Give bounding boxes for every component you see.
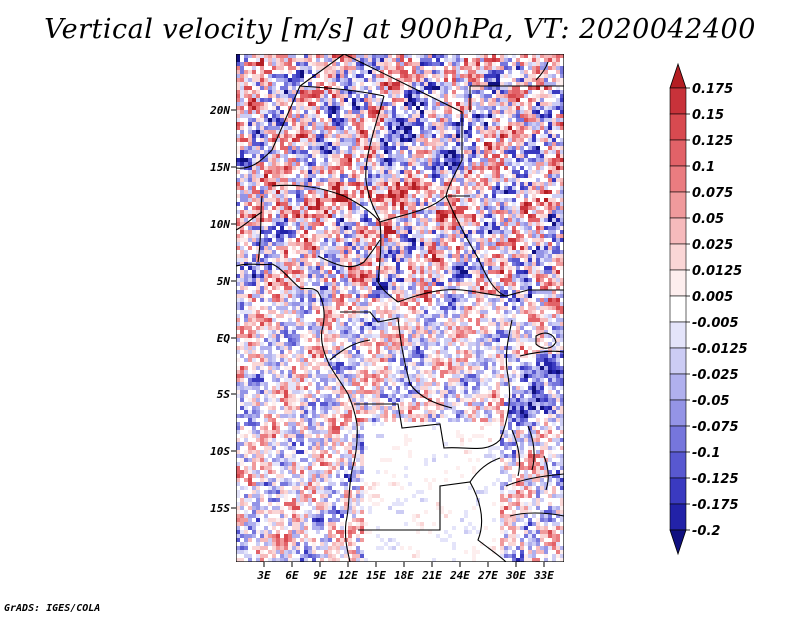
colorbar-label: -0.125 xyxy=(692,472,739,487)
map-plot-area xyxy=(236,54,564,562)
lon-tick-label: 6E xyxy=(285,569,299,582)
lon-tick-label: 18E xyxy=(394,569,414,582)
lat-tick-label: 15S xyxy=(210,502,230,515)
lon-tick-label: 9E xyxy=(313,569,327,582)
lat-tick-label: EQ xyxy=(217,332,231,345)
lat-tick-label: 15N xyxy=(210,161,230,174)
colorbar-label: -0.1 xyxy=(692,446,720,461)
lat-tick-label: 5N xyxy=(217,275,231,288)
longitude-axis: 3E 6E 9E 12E 15E 18E 21E 24E 27E 30E 33E xyxy=(256,562,554,582)
colorbar-label: -0.2 xyxy=(692,524,720,539)
colorbar-swatch xyxy=(669,113,687,141)
colorbar-swatch xyxy=(669,269,687,297)
lon-tick-label: 30E xyxy=(505,569,526,582)
lon-tick-label: 12E xyxy=(338,569,358,582)
velocity-field xyxy=(236,54,564,562)
colorbar-label: -0.005 xyxy=(692,316,739,331)
colorbar-swatch xyxy=(669,191,687,219)
lon-tick-label: 21E xyxy=(421,569,442,582)
colorbar-label: 0.1 xyxy=(692,160,715,175)
colorbar-label: -0.0125 xyxy=(692,342,748,357)
colorbar-swatch xyxy=(669,87,687,115)
colorbar: 0.175 0.15 0.125 0.1 0.075 0.05 0.025 0.0125 0.0… xyxy=(669,62,748,556)
latitude-axis: 20N 15N 10N 5N EQ 5S 10S 15S xyxy=(209,104,236,515)
lon-tick-label: 33E xyxy=(533,569,554,582)
grads-credit: GrADS: IGES/COLA xyxy=(4,603,101,614)
colorbar-swatch xyxy=(669,139,687,167)
colorbar-label: 0.025 xyxy=(692,238,733,253)
colorbar-label: 0.075 xyxy=(692,186,733,201)
colorbar-swatch xyxy=(669,399,687,427)
lon-tick-label: 27E xyxy=(477,569,498,582)
colorbar-swatch xyxy=(669,217,687,245)
colorbar-swatch xyxy=(669,321,687,349)
colorbar-label: 0.125 xyxy=(692,134,733,149)
colorbar-top-arrow xyxy=(669,62,687,89)
colorbar-swatch xyxy=(669,503,687,531)
colorbar-bottom-arrow xyxy=(669,529,687,556)
colorbar-label: 0.005 xyxy=(692,290,733,305)
colorbar-swatch xyxy=(669,347,687,375)
colorbar-label: 0.0125 xyxy=(692,264,742,279)
colorbar-label: -0.175 xyxy=(692,498,739,513)
lon-tick-label: 3E xyxy=(256,569,271,582)
colorbar-swatch xyxy=(669,165,687,193)
lat-tick-label: 10S xyxy=(210,445,230,458)
colorbar-label: -0.075 xyxy=(692,420,739,435)
country-borders xyxy=(236,54,564,562)
lat-tick-label: 10N xyxy=(210,218,230,231)
colorbar-swatch xyxy=(669,373,687,401)
lon-tick-label: 15E xyxy=(366,569,386,582)
colorbar-label: 0.175 xyxy=(692,82,733,97)
map-title: Vertical velocity [m/s] at 900hPa, VT: 2… xyxy=(44,14,756,45)
colorbar-swatch xyxy=(669,295,687,323)
colorbar-label: -0.05 xyxy=(692,394,729,409)
lat-tick-label: 20N xyxy=(209,104,230,117)
colorbar-label: -0.025 xyxy=(692,368,739,383)
colorbar-swatch xyxy=(669,477,687,505)
colorbar-swatch xyxy=(669,425,687,453)
colorbar-label: 0.15 xyxy=(692,108,724,123)
colorbar-swatch xyxy=(669,451,687,479)
colorbar-label: 0.05 xyxy=(692,212,724,227)
lon-tick-label: 24E xyxy=(449,569,470,582)
colorbar-swatch xyxy=(669,243,687,271)
lat-tick-label: 5S xyxy=(217,388,231,401)
